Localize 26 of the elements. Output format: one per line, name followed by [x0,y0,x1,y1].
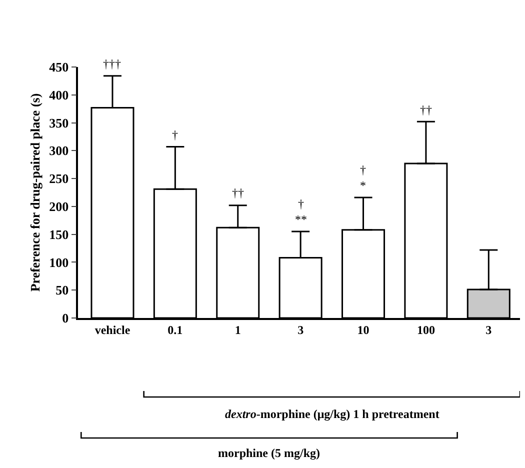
annotation: ††† [103,57,121,71]
y-tick-label: 50 [56,282,69,298]
x-tick-label: vehicle [94,323,131,338]
y-tick-label: 150 [49,226,69,242]
annotation: † ** [295,197,307,227]
x-tick-label: 3 [298,323,304,338]
x-tick-label: 10 [357,323,370,338]
y-tick-label: 0 [62,310,69,326]
annotation: † * [360,163,366,193]
x-tick-label: 100 [416,323,435,338]
text: morphine (5 mg/kg) [218,446,320,460]
annotation: †† [420,103,432,117]
y-tick-label: 350 [49,115,69,130]
x-tick-label: 1 [234,323,241,338]
y-tick-label: 450 [49,60,69,75]
x-tick-label: 0.1 [168,323,183,338]
annotation: †† [232,186,244,200]
y-tick-label: 100 [49,254,69,270]
y-axis-title: Preference for drug-paired place (s) [28,93,43,292]
y-tick-label: 400 [49,87,69,102]
y-tick-label: 300 [49,143,69,158]
y-tick-label: 200 [49,198,69,214]
y-tick-label: 250 [49,171,69,186]
x-tick-label: 3 [486,323,492,338]
text: dextro-morphine (μg/kg) 1 h pretreatment [225,407,440,421]
annotation: † [172,128,178,142]
